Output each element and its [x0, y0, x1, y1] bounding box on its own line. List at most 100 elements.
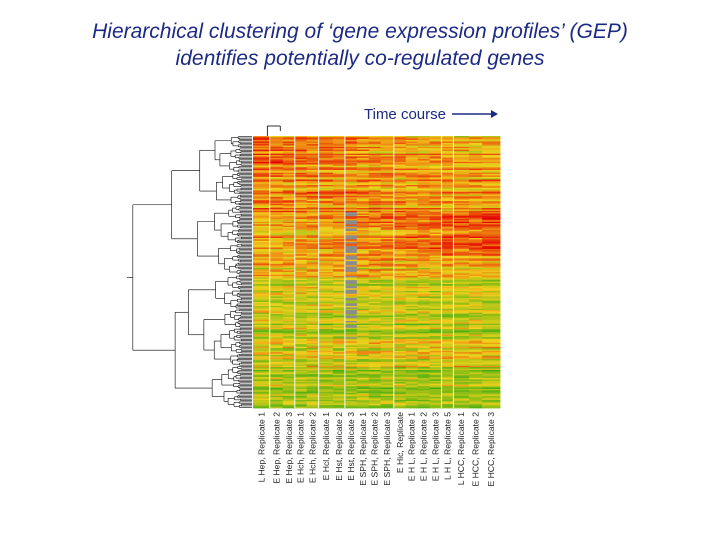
- heatmap-cell: [405, 378, 419, 380]
- heatmap-cell: [368, 322, 382, 325]
- heatmap-cell: [468, 252, 483, 255]
- heatmap-cell: [468, 159, 483, 161]
- heatmap-cell: [380, 209, 395, 212]
- heatmap-cell: [405, 340, 419, 342]
- heatmap-cell: [253, 178, 271, 180]
- heatmap-cell: [294, 159, 308, 161]
- heatmap-cell: [332, 372, 346, 375]
- heatmap-cell: [380, 238, 395, 240]
- heatmap-cell: [344, 229, 358, 232]
- heatmap-cell: [393, 335, 407, 338]
- heatmap-cell: [344, 159, 358, 161]
- heatmap-cell: [356, 327, 370, 330]
- heatmap-cell: [468, 257, 483, 259]
- heatmap-cell: [441, 399, 454, 402]
- heatmap-cell: [468, 182, 483, 184]
- heatmap-cell: [380, 371, 395, 374]
- heatmap-cell: [453, 148, 470, 150]
- heatmap-cell: [429, 289, 442, 292]
- heatmap-cell: [405, 356, 419, 359]
- heatmap-cell: [453, 318, 470, 320]
- heatmap-cell: [453, 254, 470, 257]
- heatmap-cell: [405, 395, 419, 398]
- heatmap-cell: [282, 254, 296, 257]
- heatmap-cell: [417, 269, 430, 272]
- heatmap-cell: [380, 247, 395, 250]
- heatmap-cell: [344, 349, 358, 352]
- heatmap-cell: [482, 406, 501, 409]
- heatmap-cell: [380, 267, 395, 270]
- heatmap-cell: [380, 378, 395, 380]
- heatmap-cell: [441, 165, 454, 168]
- heatmap-cell: [380, 406, 395, 409]
- heatmap-cell: [482, 281, 501, 284]
- heatmap-cell: [417, 212, 430, 214]
- heatmap-cell: [294, 331, 308, 334]
- heatmap-cell: [253, 148, 271, 150]
- heatmap-cell: [253, 239, 271, 242]
- heatmap-cell: [417, 311, 430, 314]
- heatmap-cell: [282, 195, 296, 198]
- heatmap-cell: [294, 214, 308, 217]
- heatmap-cell: [294, 250, 308, 252]
- heatmap-cell: [269, 266, 284, 269]
- heatmap-cell: [368, 140, 382, 142]
- heatmap-cell: [368, 213, 382, 216]
- heatmap-cell: [380, 269, 395, 272]
- heatmap-cell: [332, 368, 346, 371]
- heatmap-cell: [405, 248, 419, 251]
- heatmap-cell: [482, 258, 501, 261]
- heatmap-cell: [269, 363, 284, 365]
- heatmap-cell: [344, 266, 358, 269]
- heatmap-cell: [417, 382, 430, 384]
- heatmap-cell: [441, 308, 454, 311]
- heatmap-cell: [282, 170, 296, 172]
- heatmap-cell: [453, 326, 470, 329]
- heatmap-cell: [468, 189, 483, 191]
- heatmap-cell: [269, 387, 284, 390]
- heatmap-cell: [282, 383, 296, 386]
- heatmap-cell: [306, 331, 320, 334]
- heatmap-cell: [468, 183, 483, 186]
- heatmap-cell: [356, 150, 370, 153]
- heatmap-cell: [441, 254, 454, 257]
- heatmap-cell: [468, 387, 483, 390]
- heatmap-cell: [405, 300, 419, 303]
- heatmap-cell: [393, 285, 407, 288]
- heatmap-cell: [380, 315, 395, 318]
- heatmap-cell: [269, 361, 284, 364]
- heatmap-cell: [318, 150, 334, 153]
- heatmap-cell: [318, 375, 334, 378]
- heatmap-cell: [482, 380, 501, 383]
- heatmap-cell: [468, 141, 483, 144]
- heatmap-cell: [441, 311, 454, 314]
- heatmap-cell: [417, 248, 430, 251]
- heatmap-cell: [318, 311, 334, 314]
- heatmap-cell: [468, 224, 483, 227]
- heatmap-cell: [429, 352, 442, 354]
- heatmap-cell: [332, 327, 346, 330]
- heatmap-cell: [482, 228, 501, 231]
- heatmap-cell: [282, 224, 296, 227]
- heatmap-cell: [269, 391, 284, 394]
- heatmap-cell: [356, 242, 370, 244]
- heatmap-cell: [393, 303, 407, 306]
- heatmap-cell: [282, 239, 296, 242]
- heatmap-cell: [306, 182, 320, 184]
- heatmap-cell: [294, 170, 308, 172]
- heatmap-cell: [269, 272, 284, 274]
- heatmap-cell: [405, 186, 419, 189]
- heatmap-cell: [468, 242, 483, 244]
- heatmap-cell: [344, 168, 358, 171]
- heatmap-cell: [417, 319, 430, 322]
- heatmap-cell: [482, 206, 501, 209]
- heatmap-cell: [332, 198, 346, 201]
- heatmap-cell: [468, 286, 483, 289]
- heatmap-cell: [405, 146, 419, 149]
- heatmap-cell: [405, 289, 419, 292]
- heatmap-cell: [417, 307, 430, 310]
- heatmap-cell: [318, 352, 334, 354]
- heatmap-cell: [429, 204, 442, 206]
- heatmap-cell: [332, 250, 346, 252]
- heatmap-cell: [253, 365, 271, 368]
